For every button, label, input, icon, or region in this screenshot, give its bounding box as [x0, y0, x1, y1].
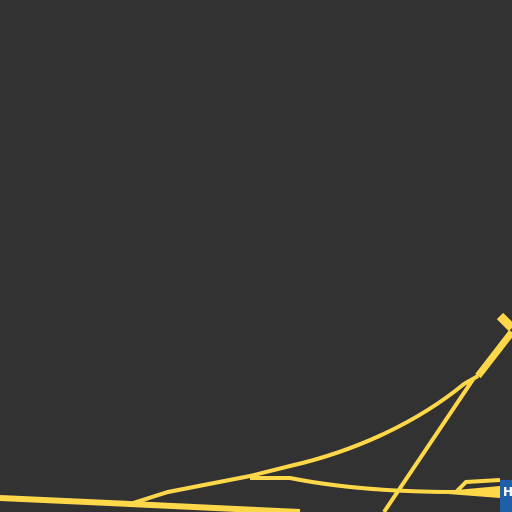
road-highway-diagonal[interactable] [475, 329, 512, 379]
road-diagonal-south[interactable] [382, 376, 476, 512]
route-shield-icon[interactable]: H [500, 480, 512, 512]
road-highway-spur[interactable] [496, 312, 512, 332]
road-bottom-main[interactable] [0, 495, 301, 512]
route-shield-label: H [503, 485, 512, 499]
road-ramp[interactable] [448, 486, 500, 498]
road-curve-connector[interactable] [129, 374, 479, 506]
